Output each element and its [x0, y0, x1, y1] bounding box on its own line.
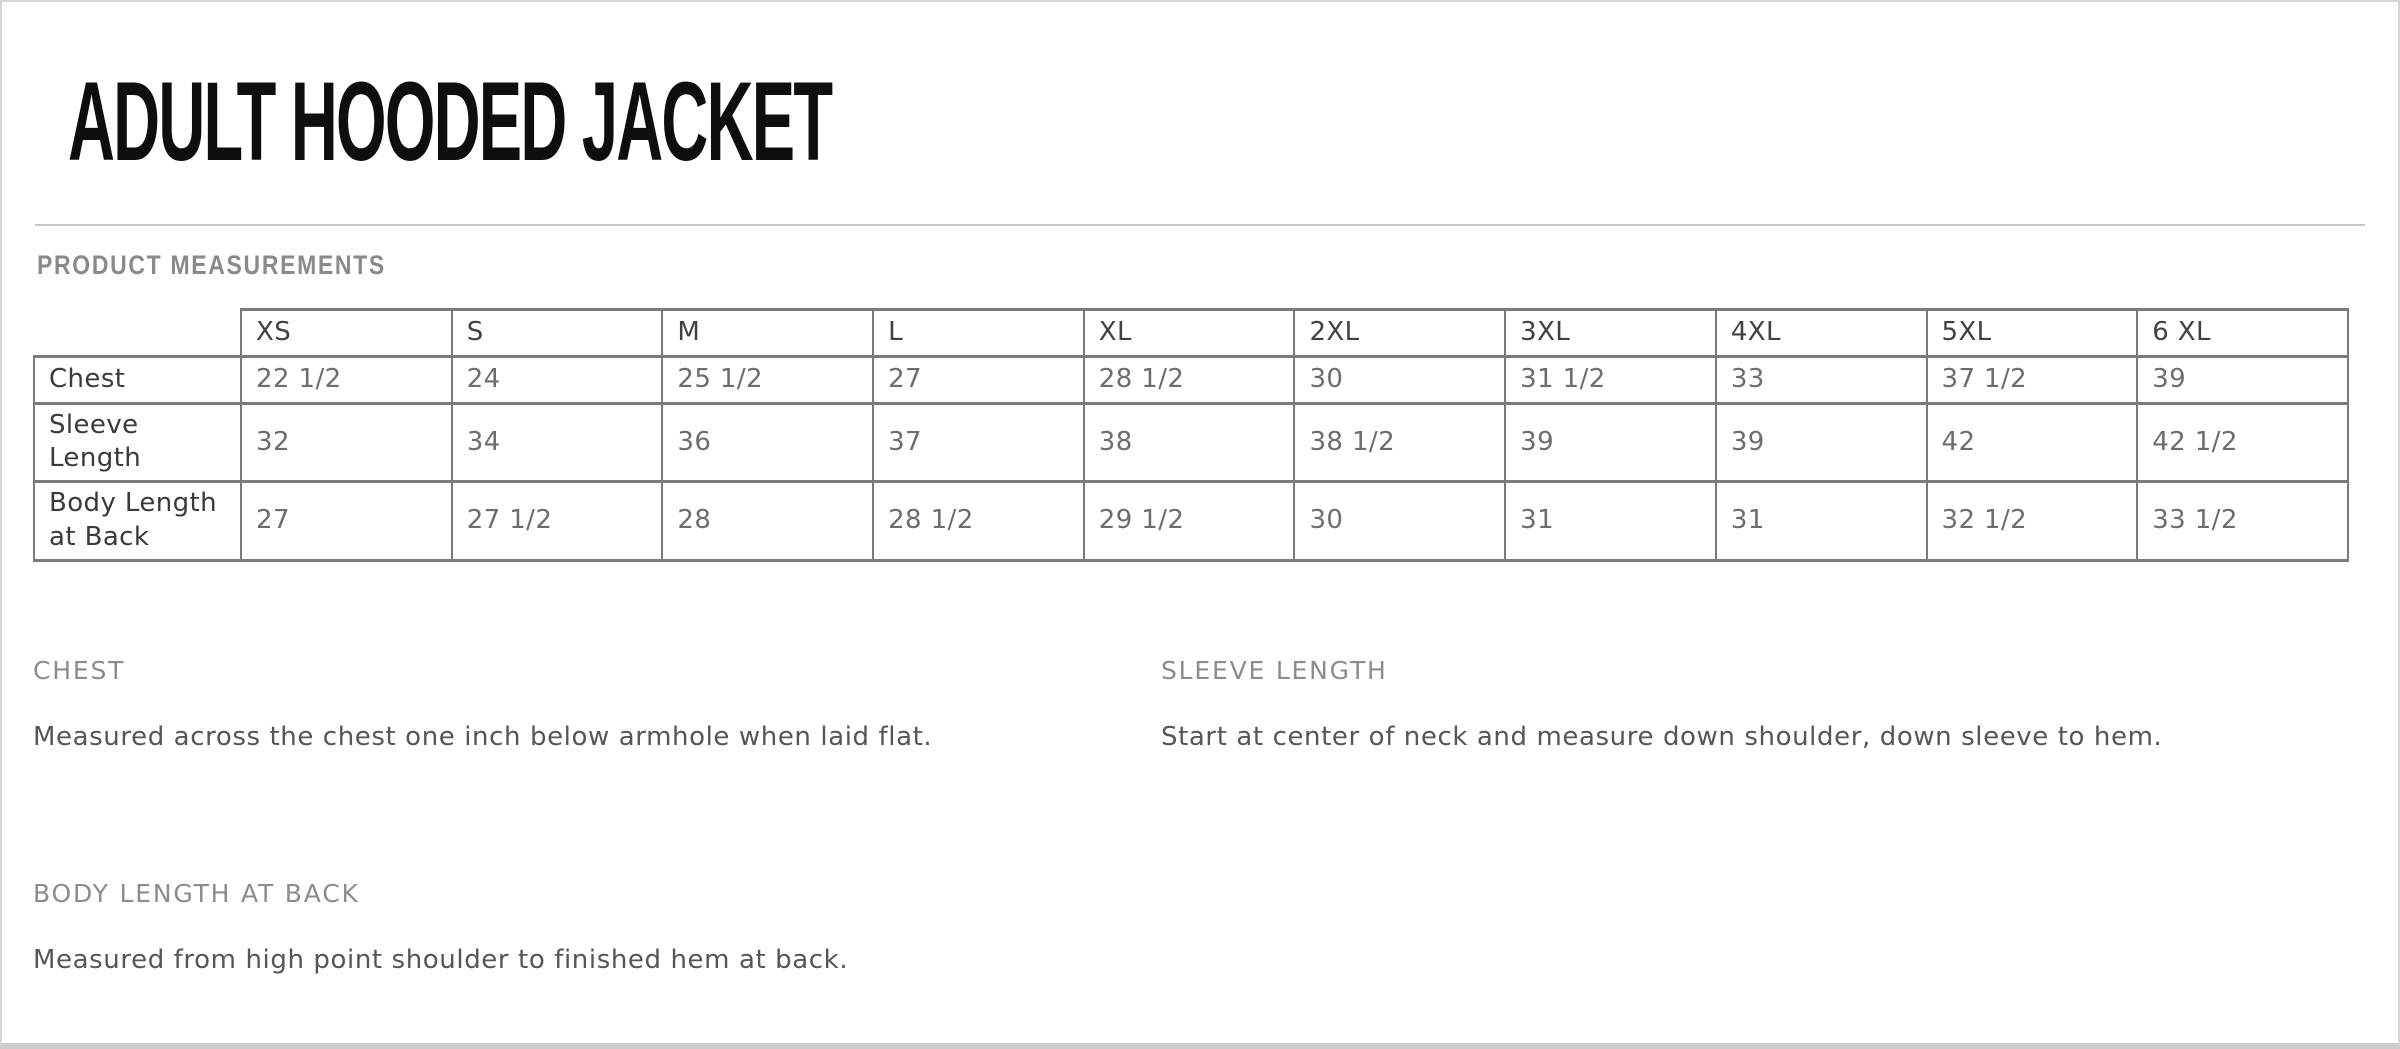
measurement-cell-sleeve-xs: 32: [240, 402, 453, 483]
measurement-cell-chest-3xl: 31 1/2: [1504, 355, 1717, 405]
size-col-header-4xl: 4XL: [1714, 308, 1928, 358]
measurement-definitions: CHEST Measured across the chest one inch…: [33, 656, 2338, 988]
table-row-sleeve-length: Sleeve Length 32 34 36 37 38 38 1/2 39 3…: [33, 402, 2349, 483]
measurement-cell-chest-6xl: 39: [2136, 355, 2349, 405]
definition-text-sleeve-length: Start at center of neck and measure down…: [1161, 721, 2163, 752]
measurement-cell-body-4xl: 31: [1714, 479, 1928, 562]
size-col-header-6xl: 6 XL: [2136, 308, 2349, 358]
measurement-cell-sleeve-s: 34: [450, 402, 664, 483]
measurement-cell-body-3xl: 31: [1504, 479, 1717, 562]
definition-heading-sleeve-length: SLEEVE LENGTH: [1161, 655, 1388, 685]
measurement-cell-chest-xl: 28 1/2: [1082, 355, 1296, 405]
measurement-cell-chest-l: 27: [872, 355, 1085, 405]
size-col-header-3xl: 3XL: [1504, 308, 1717, 358]
measurement-cell-sleeve-6xl: 42 1/2: [2136, 402, 2349, 483]
size-header-row: XS S M L XL 2XL 3XL 4XL 5XL 6 XL: [34, 308, 2349, 358]
measurement-cell-sleeve-2xl: 38 1/2: [1293, 402, 1507, 483]
measurement-cell-body-6xl: 33 1/2: [2136, 479, 2349, 562]
size-col-header-s: S: [450, 308, 664, 358]
size-col-header-xl: XL: [1082, 308, 1296, 358]
definition-sleeve-length: SLEEVE LENGTH Start at center of neck an…: [1161, 656, 2338, 764]
measurement-cell-sleeve-l: 37: [872, 402, 1085, 483]
size-col-header-2xl: 2XL: [1293, 308, 1507, 358]
definition-text-body-length: Measured from high point shoulder to fin…: [33, 944, 849, 975]
row-label-sleeve-length: Sleeve Length: [33, 402, 242, 483]
row-label-chest: Chest: [33, 355, 242, 405]
page-title: ADULT HOODED JACKET: [68, 59, 833, 184]
definition-body-length: BODY LENGTH AT BACK Measured from high p…: [33, 879, 1161, 987]
measurement-cell-body-2xl: 30: [1293, 479, 1507, 562]
table-row-body-length: Body Length at Back 27 27 1/2 28 28 1/2 …: [33, 479, 2349, 562]
size-col-header-l: L: [872, 308, 1085, 358]
corner-cell: [34, 310, 241, 357]
measurement-cell-body-l: 28 1/2: [872, 479, 1085, 562]
measurement-cell-chest-2xl: 30: [1293, 355, 1507, 405]
size-col-header-5xl: 5XL: [1925, 308, 2139, 358]
measurement-cell-body-xl: 29 1/2: [1082, 479, 1296, 562]
title-divider: [35, 224, 2365, 226]
measurement-cell-sleeve-4xl: 39: [1714, 402, 1928, 483]
measurement-cell-body-5xl: 32 1/2: [1925, 479, 2139, 562]
measurement-cell-chest-5xl: 37 1/2: [1925, 355, 2139, 405]
measurement-cell-sleeve-xl: 38: [1082, 402, 1296, 483]
measurement-cell-sleeve-m: 36: [661, 402, 875, 483]
measurement-cell-body-xs: 27: [240, 479, 453, 562]
size-chart-table: XS S M L XL 2XL 3XL 4XL 5XL 6 XL Chest 2…: [33, 308, 2349, 562]
measurement-cell-body-s: 27 1/2: [450, 479, 664, 562]
measurement-cell-sleeve-5xl: 42: [1925, 402, 2139, 483]
definition-text-chest: Measured across the chest one inch below…: [33, 721, 933, 752]
measurement-cell-sleeve-3xl: 39: [1504, 402, 1717, 483]
size-col-header-m: M: [661, 308, 875, 358]
measurement-cell-body-m: 28: [661, 479, 875, 562]
table-row-chest: Chest 22 1/2 24 25 1/2 27 28 1/2 30 31 1…: [33, 355, 2349, 405]
size-col-header-xs: XS: [240, 308, 453, 358]
measurement-cell-chest-4xl: 33: [1714, 355, 1928, 405]
measurement-cell-chest-m: 25 1/2: [661, 355, 875, 405]
measurement-cell-chest-xs: 22 1/2: [240, 355, 453, 405]
definition-chest: CHEST Measured across the chest one inch…: [33, 656, 1161, 764]
definition-heading-body-length: BODY LENGTH AT BACK: [33, 878, 360, 908]
measurement-cell-chest-s: 24: [450, 355, 664, 405]
definition-heading-chest: CHEST: [33, 655, 126, 685]
row-label-body-length: Body Length at Back: [33, 479, 242, 562]
section-title: PRODUCT MEASUREMENTS: [37, 250, 386, 280]
